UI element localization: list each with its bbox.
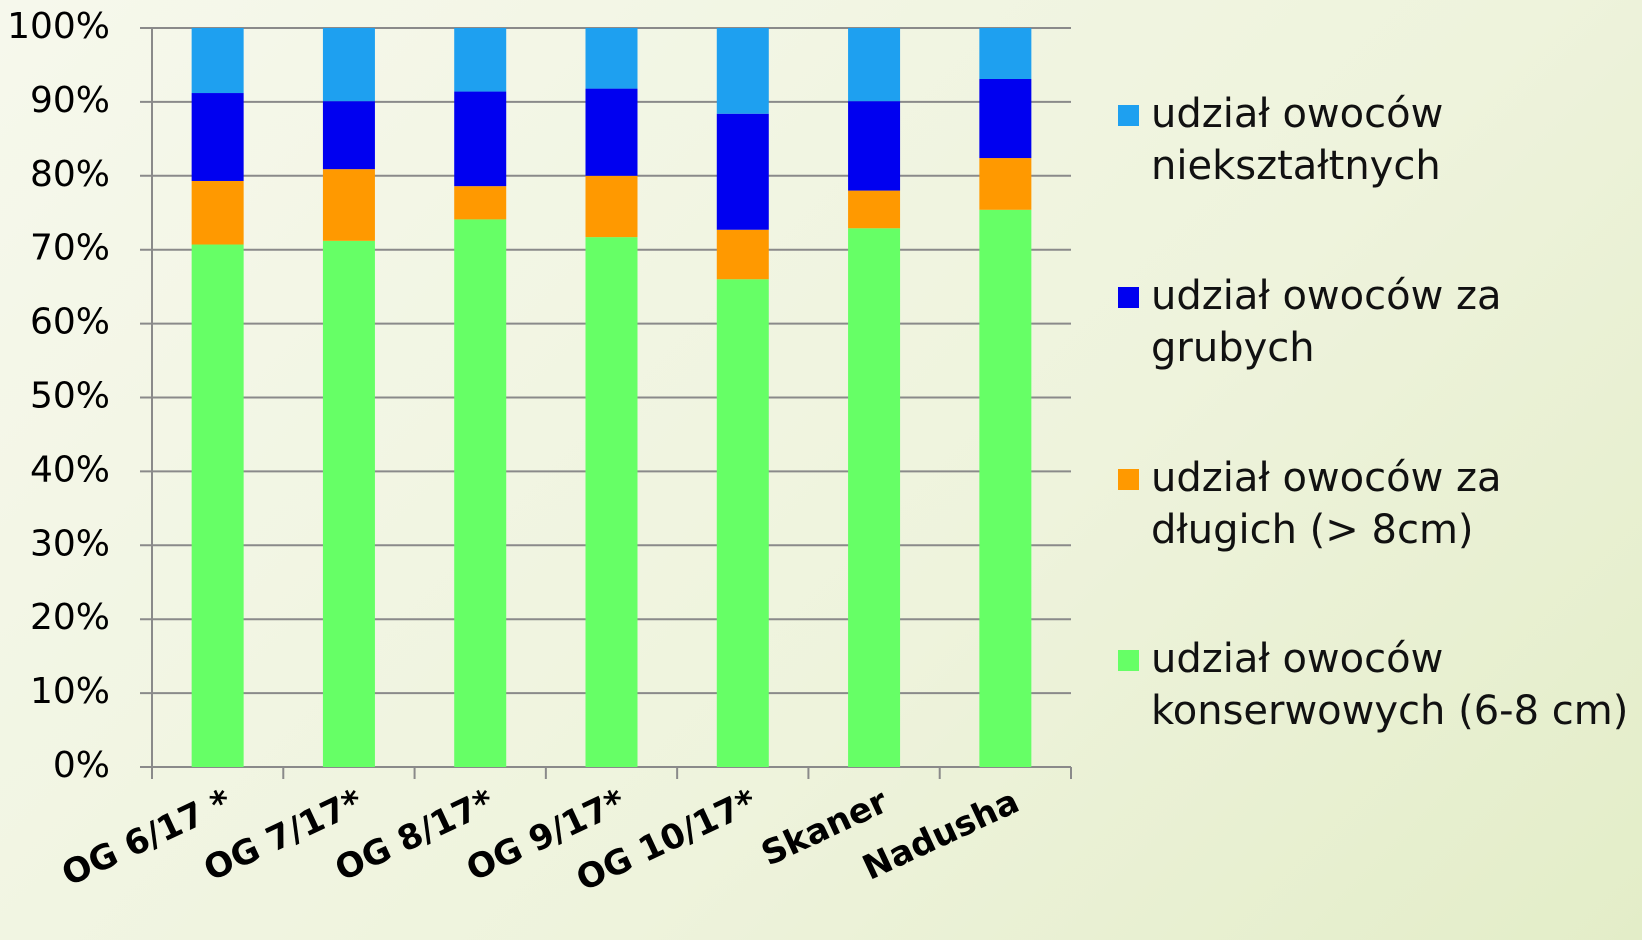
y-tick-label: 90% (30, 80, 110, 121)
bar-segment (585, 237, 638, 768)
bar-segment (454, 28, 507, 92)
legend-item: udział owoców za grubych (1118, 270, 1631, 374)
bar-segment (322, 101, 375, 170)
legend-swatch (1118, 287, 1139, 308)
legend-item: udział owoców konserwowych (6-8 cm) (1118, 633, 1631, 737)
legend-label: udział owoców za długich (> 8cm) (1151, 455, 1502, 553)
bar-segment (191, 180, 244, 245)
bar-segment (716, 229, 769, 280)
y-tick-label: 80% (30, 154, 110, 195)
bar-segment (716, 279, 769, 767)
bar-segment (848, 190, 901, 229)
y-tick-label: 70% (30, 228, 110, 269)
bar-segment (848, 228, 901, 768)
y-tick-label: 40% (30, 449, 110, 490)
y-tick-label: 50% (30, 376, 110, 417)
bar-segment (716, 28, 769, 114)
bar-segment (191, 244, 244, 768)
legend-label: udział owoców konserwowych (6-8 cm) (1151, 636, 1629, 734)
bar-segment (979, 158, 1032, 210)
bar-segment (848, 28, 901, 102)
bar-segment (979, 28, 1032, 79)
y-tick-label: 20% (30, 597, 110, 638)
bar-segment (979, 78, 1032, 159)
legend-swatch (1118, 105, 1139, 126)
y-tick-label: 0% (53, 745, 110, 786)
bar-segment (322, 28, 375, 102)
legend-swatch (1118, 469, 1139, 490)
y-tick-label: 30% (30, 523, 110, 564)
legend-label: udział owoców niekształtnych (1151, 91, 1444, 189)
legend-item: udział owoców niekształtnych (1118, 88, 1631, 192)
y-tick-label: 100% (7, 6, 110, 47)
bar-segment (191, 28, 244, 94)
bar-segment (585, 28, 638, 89)
bar-segment (322, 169, 375, 241)
bar-segment (191, 93, 244, 181)
legend-item: udział owoców za długich (> 8cm) (1118, 452, 1631, 556)
y-tick-label: 10% (30, 671, 110, 712)
bar-segment (454, 219, 507, 767)
legend-swatch (1118, 650, 1139, 671)
legend-label: udział owoców za grubych (1151, 273, 1502, 371)
bar-segment (979, 209, 1032, 767)
bar-segment (585, 175, 638, 238)
bar-segment (454, 186, 507, 220)
y-tick-label: 60% (30, 302, 110, 343)
bar-segment (716, 113, 769, 230)
bar-segment (585, 88, 638, 176)
bar-segment (454, 91, 507, 187)
bar-segment (322, 240, 375, 767)
bar-segment (848, 101, 901, 191)
